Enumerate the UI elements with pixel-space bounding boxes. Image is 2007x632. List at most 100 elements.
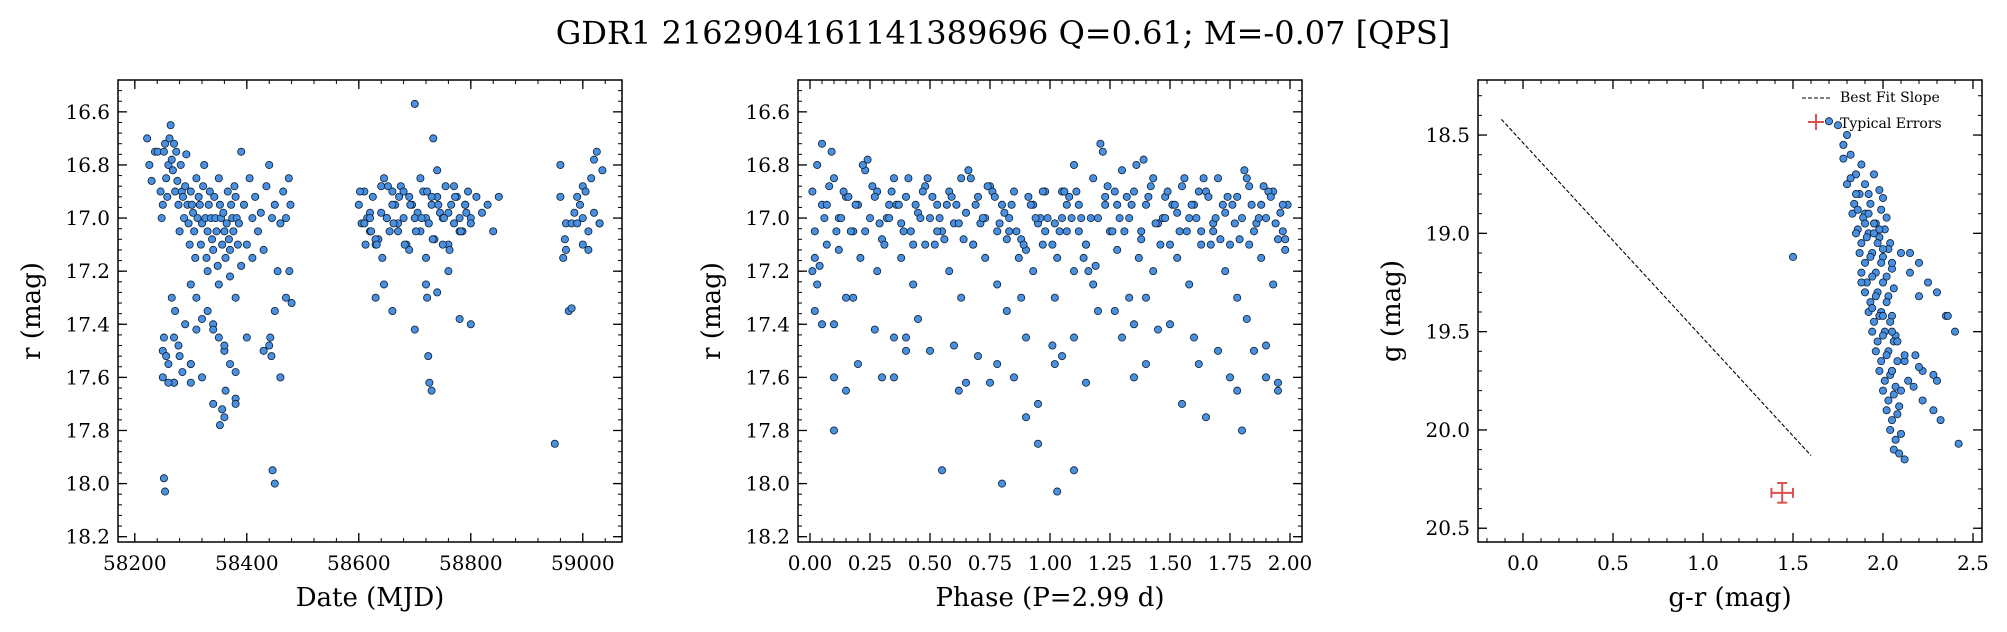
data-point: [993, 280, 1002, 289]
legend-entry-errors: Typical Errors: [1840, 116, 1942, 132]
data-point: [1007, 200, 1016, 209]
y-axis-label: r (mag): [697, 262, 727, 360]
data-point: [1870, 219, 1879, 228]
data-point: [902, 333, 911, 342]
data-point: [445, 245, 454, 254]
data-point: [204, 200, 213, 209]
data-point: [1024, 192, 1033, 201]
data-point: [1218, 200, 1227, 209]
data-point: [273, 267, 282, 276]
data-point: [954, 386, 963, 395]
data-point: [1879, 386, 1888, 395]
data-point: [1954, 439, 1963, 448]
data-point: [1101, 192, 1110, 201]
data-point: [1936, 416, 1945, 425]
data-point: [423, 187, 432, 196]
data-point: [1233, 293, 1242, 302]
data-point: [1149, 174, 1158, 183]
data-point: [1245, 240, 1254, 249]
data-point: [911, 200, 920, 209]
data-point: [918, 187, 927, 196]
data-point: [1194, 187, 1203, 196]
data-point: [1175, 227, 1184, 236]
axes-frame: [1477, 79, 1983, 543]
data-point: [231, 368, 240, 377]
data-point: [1012, 227, 1021, 236]
data-point: [182, 150, 191, 159]
data-point: [388, 200, 397, 209]
data-point: [1233, 386, 1242, 395]
data-point: [1142, 200, 1151, 209]
data-point: [1825, 117, 1834, 126]
y-tick-label: 17.6: [745, 365, 790, 389]
data-point: [1861, 288, 1870, 297]
data-point: [1214, 174, 1223, 183]
data-point: [200, 160, 209, 169]
data-point: [957, 174, 966, 183]
data-point: [1137, 227, 1146, 236]
data-point: [1862, 233, 1871, 242]
data-point: [1888, 258, 1897, 267]
data-point: [1274, 386, 1283, 395]
data-point: [377, 208, 386, 217]
data-point: [986, 378, 995, 387]
data-point: [1043, 214, 1052, 223]
data-point: [1070, 466, 1079, 475]
data-point: [567, 304, 576, 313]
data-point: [1086, 214, 1095, 223]
x-tick-label: 2.5: [1957, 551, 1989, 575]
data-point: [178, 192, 187, 201]
data-point: [187, 200, 196, 209]
data-point: [410, 99, 419, 108]
data-point: [1010, 373, 1019, 382]
data-point: [265, 341, 274, 350]
data-point: [1889, 445, 1898, 454]
data-point: [1943, 311, 1952, 320]
data-point: [1834, 121, 1843, 130]
data-point: [590, 208, 599, 217]
data-point: [1893, 410, 1902, 419]
data-point: [822, 240, 831, 249]
data-point: [164, 378, 173, 387]
data-point: [1873, 337, 1882, 346]
data-point: [1866, 252, 1875, 261]
data-point: [1214, 346, 1223, 355]
data-point: [203, 267, 212, 276]
data-point: [993, 227, 1002, 236]
data-point: [827, 147, 836, 156]
data-point: [1089, 280, 1098, 289]
data-point: [410, 214, 419, 223]
data-point: [417, 214, 426, 223]
data-point: [1026, 200, 1035, 209]
data-point: [361, 240, 370, 249]
data-point: [902, 192, 911, 201]
y-tick-label: 16.6: [65, 100, 110, 124]
data-point: [395, 192, 404, 201]
data-point: [926, 346, 935, 355]
data-point: [1154, 325, 1163, 334]
data-point: [1149, 267, 1158, 276]
data-point: [267, 352, 276, 361]
data-point: [466, 219, 475, 228]
data-point: [197, 314, 206, 323]
data-point: [897, 219, 906, 228]
data-point: [248, 214, 257, 223]
data-point: [1889, 390, 1898, 399]
data-point: [1202, 413, 1211, 422]
data-point: [192, 174, 201, 183]
data-point: [1929, 406, 1938, 415]
data-point: [466, 320, 475, 329]
data-point: [1868, 327, 1877, 336]
data-point: [449, 219, 458, 228]
data-point: [1877, 357, 1886, 366]
data-point: [259, 245, 268, 254]
data-point: [885, 200, 894, 209]
data-point: [1266, 192, 1275, 201]
data-point: [1274, 235, 1283, 244]
data-point: [1053, 487, 1062, 496]
data-point: [808, 267, 817, 276]
data-point: [1187, 200, 1196, 209]
data-point: [894, 200, 903, 209]
data-point: [1190, 333, 1199, 342]
data-point: [1929, 370, 1938, 379]
